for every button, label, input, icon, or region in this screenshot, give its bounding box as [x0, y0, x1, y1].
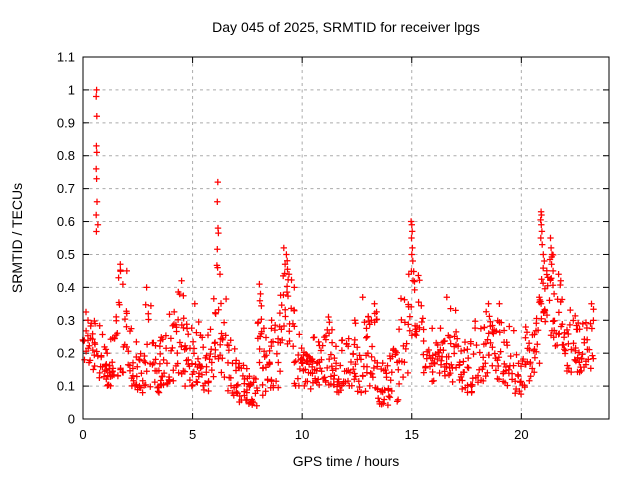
plot-border [82, 56, 610, 420]
x-tick-label: 10 [295, 427, 309, 442]
srmtid-data-points [79, 86, 597, 409]
x-tick-label: 0 [79, 427, 86, 442]
y-tick-label: 0.8 [57, 148, 75, 163]
y-tick-label: 0.1 [57, 379, 75, 394]
y-tick-label: 0.4 [57, 280, 75, 295]
x-tick-label: 5 [189, 427, 196, 442]
y-tick-label: 0.7 [57, 181, 75, 196]
x-tick-label: 20 [514, 427, 528, 442]
y-tick-label: 0.6 [57, 214, 75, 229]
y-tick-label: 0 [68, 412, 75, 427]
y-tick-label: 0.2 [57, 346, 75, 361]
y-tick-label: 1 [68, 82, 75, 97]
y-tick-label: 0.3 [57, 313, 75, 328]
y-tick-label: 0.5 [57, 247, 75, 262]
y-axis-label: SRMTID / TECUs [9, 182, 25, 294]
plot-title: Day 045 of 2025, SRMTID for receiver lpg… [212, 19, 480, 35]
x-tick-label: 15 [405, 427, 419, 442]
y-tick-label: 1.1 [57, 50, 75, 65]
y-tick-label: 0.9 [57, 115, 75, 130]
x-axis-label: GPS time / hours [292, 453, 400, 469]
